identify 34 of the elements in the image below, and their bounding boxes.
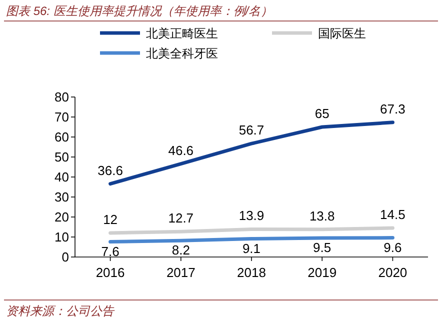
data-label: 12 xyxy=(103,212,118,227)
y-tick-label: 60 xyxy=(54,130,69,144)
data-label: 7.6 xyxy=(101,244,120,259)
chart-title: 图表 56: 医生使用率提升情况（年使用率：例/名） xyxy=(6,4,273,18)
y-tick-label: 70 xyxy=(54,110,69,124)
text: 资料来源：公司公告 xyxy=(6,304,115,318)
y-tick-label: 80 xyxy=(54,90,69,104)
data-label: 12.7 xyxy=(168,210,194,226)
data-label: 13.9 xyxy=(238,208,264,224)
y-tick-label: 10 xyxy=(54,230,69,244)
x-tick-label: 2020 xyxy=(378,265,408,280)
x-tick-label: 2017 xyxy=(166,265,196,280)
y-tick-label: 50 xyxy=(54,150,69,164)
data-label: 67.3 xyxy=(380,101,406,116)
data-label: 65 xyxy=(314,106,330,121)
data-label: 56.7 xyxy=(238,122,264,138)
data-label: 9.6 xyxy=(384,240,402,255)
data-label: 9.5 xyxy=(313,240,332,255)
x-tick-label: 2019 xyxy=(308,265,337,280)
y-tick-label: 40 xyxy=(54,170,69,184)
legend-label: 北美全科牙医 xyxy=(146,46,218,60)
x-tick-label: 2016 xyxy=(96,265,125,280)
data-label: 13.8 xyxy=(309,208,335,224)
y-tick-label: 30 xyxy=(54,190,69,204)
x-tick-label: 2018 xyxy=(237,265,266,280)
legend-label: 国际医生 xyxy=(318,26,366,40)
y-tick-label: 20 xyxy=(54,210,69,224)
data-label: 9.1 xyxy=(242,240,261,256)
data-label: 46.6 xyxy=(168,142,194,158)
legend-label: 北美正畸医生 xyxy=(146,26,218,40)
data-label: 14.5 xyxy=(380,207,406,222)
data-label: 8.2 xyxy=(172,242,190,258)
data-label: 36.6 xyxy=(98,162,123,178)
y-tick-label: 0 xyxy=(62,250,69,264)
